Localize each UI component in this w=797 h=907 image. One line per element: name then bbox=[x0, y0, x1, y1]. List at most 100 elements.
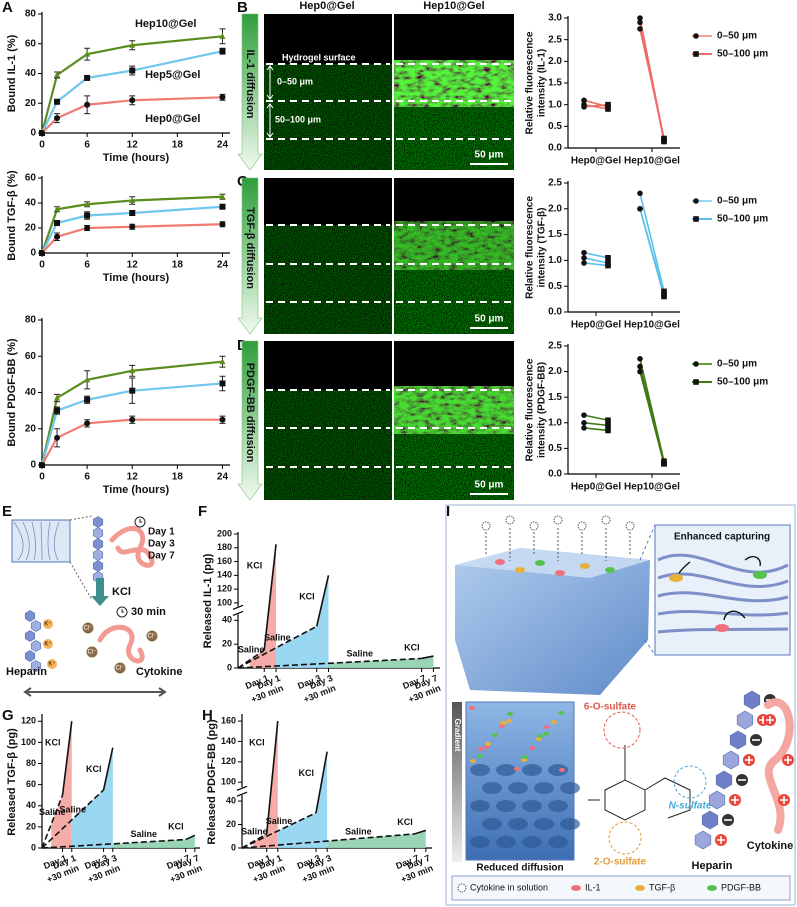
y-tick-label: 200 bbox=[217, 528, 232, 538]
fiber bbox=[31, 521, 36, 561]
zone-label: 0–50 μm bbox=[277, 76, 313, 86]
marker bbox=[84, 420, 91, 427]
inset-title: Enhanced capturing bbox=[674, 532, 770, 543]
fiber bbox=[657, 609, 789, 617]
y-tick-label: 140 bbox=[221, 736, 236, 746]
kcl-line bbox=[263, 544, 277, 651]
release-area bbox=[253, 721, 278, 848]
pore bbox=[482, 782, 502, 794]
y-axis-label: Bound PDGF-BB (%) bbox=[6, 338, 18, 446]
micrograph-noise bbox=[264, 225, 392, 334]
hexagon bbox=[743, 690, 761, 710]
legend-label: 50–100 μm bbox=[717, 49, 768, 60]
x-tick-label: 0 bbox=[39, 472, 45, 483]
marker bbox=[84, 376, 91, 383]
y-axis-label: Bound IL-1 (%) bbox=[6, 34, 18, 112]
hexagon bbox=[729, 730, 747, 750]
zone-arrow bbox=[266, 65, 274, 100]
cytokine-dot bbox=[558, 711, 564, 715]
y-tick-label: 160 bbox=[217, 556, 232, 566]
pair-line bbox=[583, 103, 609, 108]
fiber bbox=[657, 591, 789, 603]
day-label: Day 7 bbox=[148, 551, 175, 562]
ion-label: K⁺ bbox=[48, 661, 55, 668]
cytokine-dot bbox=[551, 720, 557, 724]
ion-label: K⁺ bbox=[44, 621, 51, 628]
scale-label: 50 μm bbox=[475, 150, 504, 161]
y-tick-label: 2.0 bbox=[548, 366, 562, 377]
marker bbox=[129, 67, 136, 74]
release-area bbox=[277, 751, 328, 848]
cytokine-dot bbox=[470, 759, 476, 763]
marker bbox=[84, 101, 91, 108]
hexagon bbox=[722, 750, 740, 770]
marker bbox=[693, 379, 699, 385]
marker bbox=[581, 249, 587, 256]
marker bbox=[637, 26, 643, 32]
marker bbox=[219, 358, 226, 365]
kcl-line bbox=[265, 721, 279, 834]
marker bbox=[129, 367, 136, 374]
x-tick-label: 12 bbox=[127, 140, 139, 151]
sulfate-label: N-sulfate bbox=[669, 801, 712, 812]
y-axis-label: Bound TGF-β (%) bbox=[6, 170, 18, 261]
series-label: Hep5@Gel bbox=[145, 69, 200, 81]
marker bbox=[605, 106, 611, 112]
legend-label: 50–100 μm bbox=[717, 214, 768, 225]
cytokine-dot bbox=[492, 733, 498, 737]
y-tick-label: 0.0 bbox=[548, 307, 562, 318]
pair-line bbox=[639, 371, 665, 464]
y-tick-label: 1.5 bbox=[548, 392, 562, 403]
y-tick-label: 180 bbox=[217, 542, 232, 552]
marker bbox=[219, 203, 226, 210]
y-tick-label: 40 bbox=[222, 615, 232, 625]
y-tick-label: 40 bbox=[226, 795, 236, 805]
pair-line bbox=[583, 414, 609, 422]
cytokine-ribbon bbox=[109, 526, 155, 568]
kcl-line bbox=[102, 747, 114, 791]
inset-diffusion bbox=[465, 701, 575, 861]
release-area bbox=[51, 721, 72, 848]
hexagon bbox=[92, 560, 104, 572]
bound-cytokine bbox=[580, 563, 590, 569]
bound-cytokine bbox=[535, 560, 545, 566]
marker bbox=[581, 412, 587, 418]
saline-line bbox=[241, 812, 317, 849]
y-tick-label: 2.5 bbox=[548, 178, 562, 189]
y-tick-label: 0 bbox=[30, 128, 36, 139]
legend-label: 0–50 μm bbox=[717, 359, 757, 370]
legend-icon bbox=[707, 885, 717, 891]
marker bbox=[84, 74, 91, 81]
cytokine-dot bbox=[499, 724, 505, 728]
x-axis-label: Time (hours) bbox=[103, 484, 170, 496]
time-label: 30 min bbox=[131, 606, 166, 618]
y-tick-label: 60 bbox=[25, 173, 37, 184]
micrograph-noise bbox=[264, 390, 392, 500]
y-tick-label: 100 bbox=[21, 737, 36, 747]
marker bbox=[661, 293, 667, 300]
pair-line bbox=[583, 422, 609, 427]
micrograph-band bbox=[394, 60, 514, 107]
zoom-line bbox=[639, 524, 656, 656]
x-tick-label: Hep0@Gel bbox=[571, 156, 622, 167]
kcl-line bbox=[414, 829, 427, 835]
panel-letter: E bbox=[2, 503, 12, 520]
y-tick-label: 2.5 bbox=[548, 341, 562, 352]
y-axis-label: Relative fluorescence bbox=[525, 31, 536, 134]
y-tick-label: 0 bbox=[231, 842, 236, 852]
x-tick-label: 0 bbox=[39, 140, 45, 151]
y-axis-label: intensity (TGF-β) bbox=[537, 208, 548, 288]
ion bbox=[146, 630, 158, 642]
x-tick-label: 18 bbox=[172, 260, 184, 271]
y-tick-label: 20 bbox=[25, 98, 37, 109]
pore bbox=[534, 782, 554, 794]
pore bbox=[496, 836, 516, 848]
annotation: KCl bbox=[397, 817, 413, 827]
y-tick-label: 60 bbox=[26, 779, 36, 789]
y-tick-label: 100 bbox=[221, 777, 236, 787]
y-tick-label: 0 bbox=[227, 662, 232, 672]
saline-line bbox=[237, 625, 318, 669]
x-tick-label: Hep0@Gel bbox=[571, 320, 622, 331]
legend-label: TGF-β bbox=[649, 882, 675, 892]
